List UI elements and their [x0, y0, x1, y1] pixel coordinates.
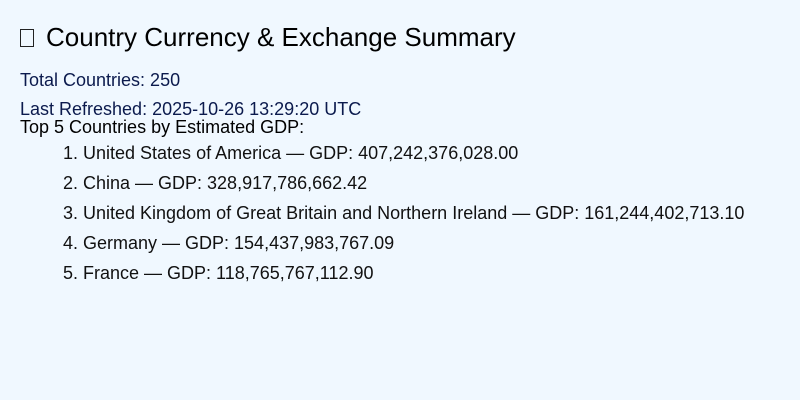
globe-icon [20, 29, 34, 47]
total-countries: Total Countries: 250 [20, 70, 181, 90]
list-item-number: 1. [63, 143, 79, 163]
list-item-number: 4. [63, 233, 79, 253]
list-item-text: China — GDP: 328,917,786,662.42 [83, 173, 368, 193]
list-item: 5. France — GDP: 118,765,767,112.90 [63, 258, 780, 288]
list-item: 1. United States of America — GDP: 407,24… [63, 138, 780, 168]
list-item-text: Germany — GDP: 154,437,983,767.09 [83, 233, 395, 253]
top-gdp-heading: Top 5 Countries by Estimated GDP: [20, 117, 305, 137]
list-item-number: 2. [63, 173, 79, 193]
page-title: Country Currency & Exchange Summary [46, 22, 516, 52]
stats-section: Total Countries: 250 Last Refreshed: 202… [20, 70, 780, 120]
list-item-number: 3. [63, 203, 79, 223]
list-item-number: 5. [63, 263, 79, 283]
last-refreshed: Last Refreshed: 2025-10-26 13:29:20 UTC [20, 99, 362, 119]
page-title-heading: Country Currency & Exchange Summary [20, 0, 780, 52]
list-item: 4. Germany — GDP: 154,437,983,767.09 [63, 228, 780, 258]
top-gdp-list: 1. United States of America — GDP: 407,24… [20, 138, 780, 288]
list-item-text: France — GDP: 118,765,767,112.90 [83, 263, 374, 283]
list-item-text: United Kingdom of Great Britain and Nort… [83, 203, 745, 223]
list-item-text: United States of America — GDP: 407,242,… [83, 143, 519, 163]
list-item: 2. China — GDP: 328,917,786,662.42 [63, 168, 780, 198]
list-item: 3. United Kingdom of Great Britain and No… [63, 198, 780, 228]
